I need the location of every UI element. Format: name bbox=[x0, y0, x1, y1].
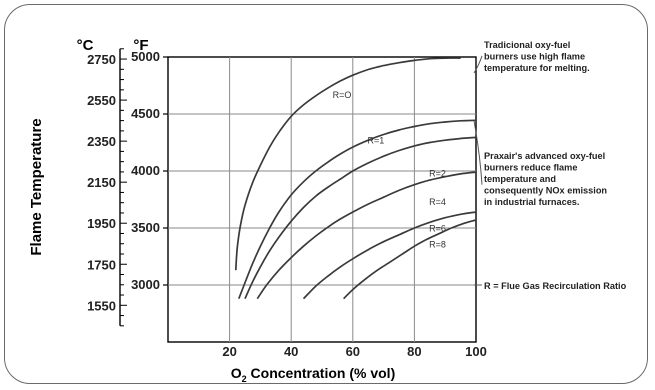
series-curves: R=O R=1 R=2 R=4 R=6 R=8 bbox=[234, 57, 477, 300]
c-tick-label-2150: 2150 bbox=[87, 175, 116, 190]
series-line-5 bbox=[302, 211, 477, 300]
series-line-4 bbox=[256, 171, 477, 300]
f-tick-label-5000: 5000 bbox=[131, 49, 160, 64]
x-axis-title-suffix: Concentration (% vol) bbox=[247, 365, 396, 381]
unit-celsius: °C bbox=[77, 37, 94, 54]
annotation-1-line-2: burners use high flame bbox=[484, 52, 585, 62]
axis-ticks: 20 40 60 80 100 3000 3500 4000 4500 5000 1550 1750 1… bbox=[87, 48, 487, 359]
series-line-2 bbox=[238, 119, 477, 300]
annotation-1-line-3: temperature for melting. bbox=[484, 63, 590, 73]
x-tick-label-100: 100 bbox=[465, 344, 487, 359]
c-tick-label-2350: 2350 bbox=[87, 134, 116, 149]
c-tick-label-2750: 2750 bbox=[87, 52, 116, 67]
connector-2 bbox=[473, 120, 483, 185]
y-axis-title: Flame Temperature bbox=[28, 118, 45, 255]
annotation-3-line-1: R = Flue Gas Recirculation Ratio bbox=[484, 281, 627, 291]
x-axis-title: O2 Concentration (% vol) bbox=[231, 365, 395, 384]
series-line-3 bbox=[244, 136, 477, 300]
annotation-connectors bbox=[473, 55, 483, 286]
annotation-3: R = Flue Gas Recirculation Ratio bbox=[484, 281, 627, 291]
series-label-1: R=O bbox=[333, 90, 352, 100]
unit-fahrenheit: °F bbox=[133, 37, 148, 54]
annotation-2-line-3: temperature and bbox=[484, 174, 556, 184]
x-tick-label-80: 80 bbox=[407, 344, 421, 359]
c-tick-label-2550: 2550 bbox=[87, 93, 116, 108]
annotation-1-line-1: Tradicional oxy-fuel bbox=[484, 40, 570, 50]
x-axis-title-subscript: 2 bbox=[242, 374, 247, 384]
x-tick-label-40: 40 bbox=[284, 344, 298, 359]
series-line-6 bbox=[342, 219, 477, 300]
x-tick-label-60: 60 bbox=[346, 344, 360, 359]
series-line-1 bbox=[234, 57, 461, 271]
annotation-2-line-2: burners reduce flame bbox=[484, 163, 577, 173]
f-tick-label-4500: 4500 bbox=[131, 106, 160, 121]
x-axis-title-prefix: O bbox=[231, 365, 242, 381]
annotation-2-line-5: in industrial furnaces. bbox=[484, 197, 579, 207]
annotation-2-line-1: Praxair's advanced oxy-fuel bbox=[484, 151, 605, 161]
chart-frame bbox=[4, 4, 648, 384]
c-tick-label-1550: 1550 bbox=[87, 298, 116, 313]
annotation-2-line-4: consequently NOx emission bbox=[484, 186, 607, 196]
series-label-3: R=2 bbox=[429, 169, 446, 179]
plot-border bbox=[167, 56, 477, 343]
f-tick-label-4000: 4000 bbox=[131, 163, 160, 178]
series-label-6: R=8 bbox=[429, 239, 446, 249]
f-tick-label-3500: 3500 bbox=[131, 220, 160, 235]
annotations: Tradicional oxy-fuel burners use high fla… bbox=[484, 40, 627, 291]
x-tick-label-20: 20 bbox=[222, 344, 236, 359]
f-tick-label-3000: 3000 bbox=[131, 277, 160, 292]
series-label-2: R=1 bbox=[368, 136, 385, 146]
series-label-4: R=4 bbox=[429, 197, 446, 207]
series-label-5: R=6 bbox=[429, 223, 446, 233]
annotation-2: Praxair's advanced oxy-fuel burners reduc… bbox=[484, 151, 607, 207]
connector-1 bbox=[473, 55, 483, 74]
annotation-1: Tradicional oxy-fuel burners use high fla… bbox=[484, 40, 590, 73]
gridlines bbox=[167, 56, 477, 343]
c-tick-label-1750: 1750 bbox=[87, 257, 116, 272]
c-tick-label-1950: 1950 bbox=[87, 216, 116, 231]
